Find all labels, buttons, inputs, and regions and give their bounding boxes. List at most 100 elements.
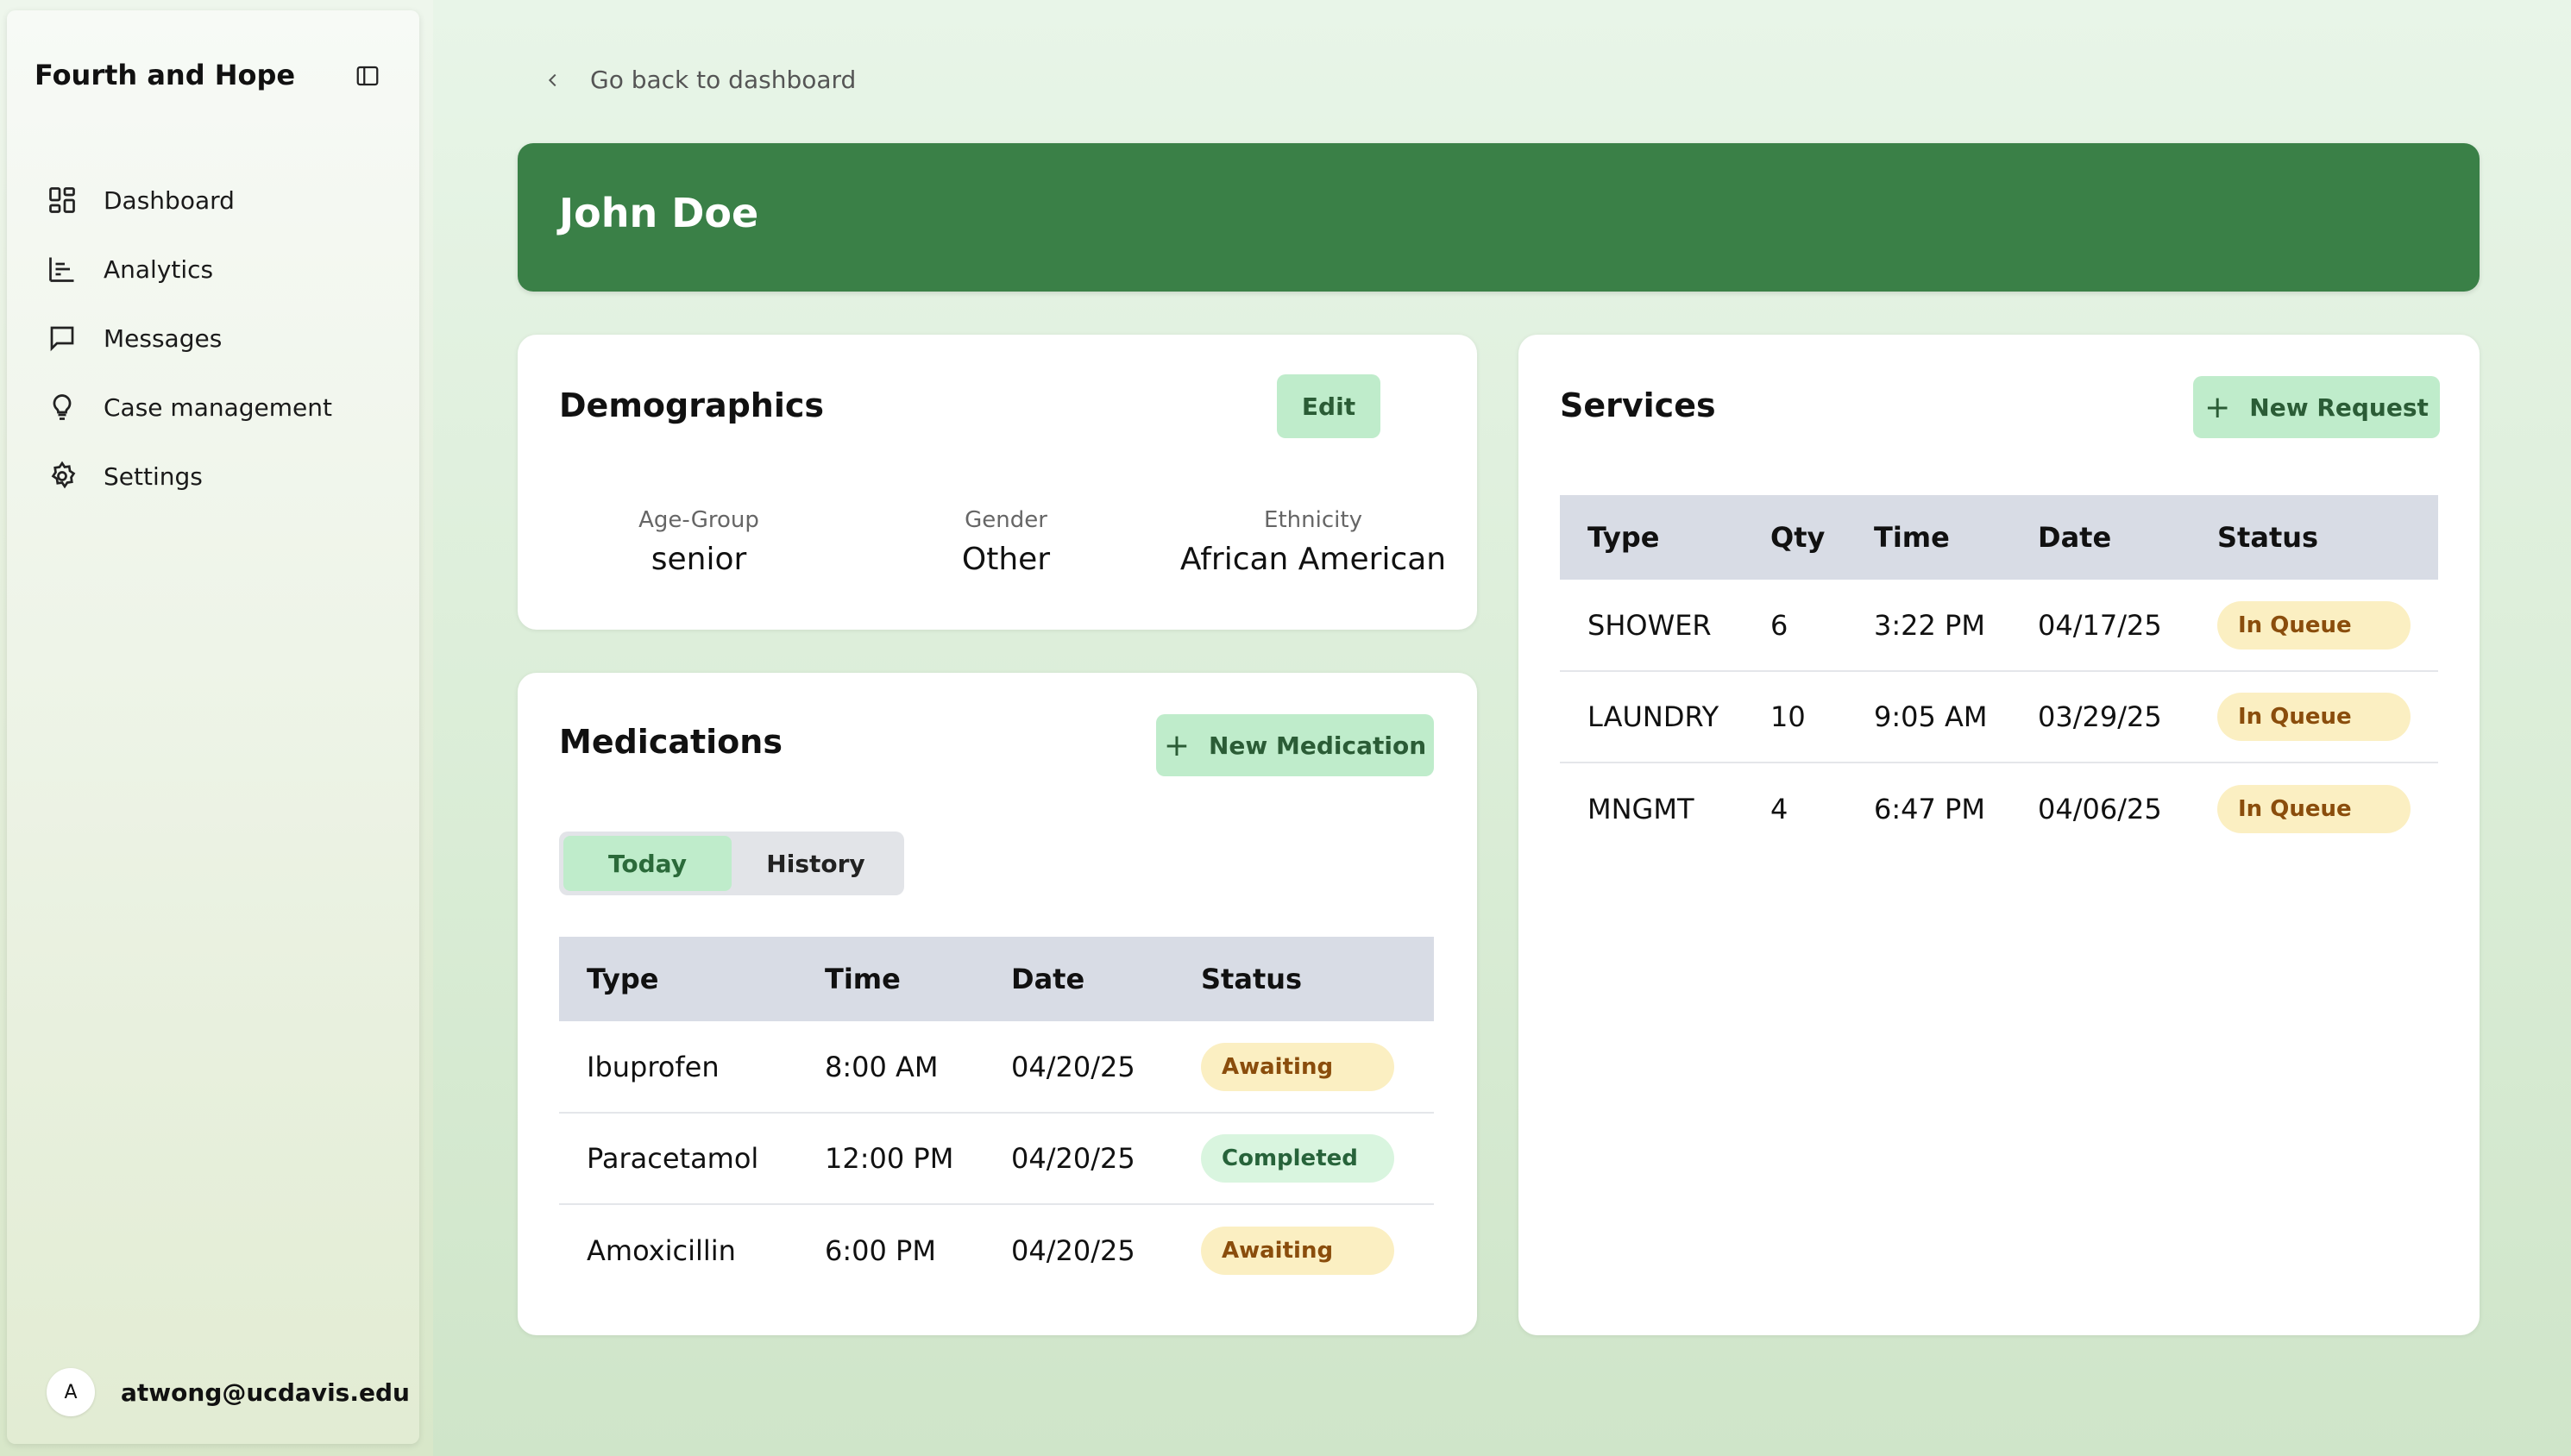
field-value: senior — [651, 542, 747, 577]
status-badge: Completed — [1201, 1134, 1394, 1183]
back-label: Go back to dashboard — [590, 66, 857, 94]
table-row[interactable]: LAUNDRY 10 9:05 AM 03/29/25 In Queue — [1560, 671, 2438, 763]
med-status-cell: Completed — [1173, 1113, 1434, 1205]
med-status-cell: Awaiting — [1173, 1204, 1434, 1296]
service-time: 3:22 PM — [1846, 580, 2010, 672]
field-label: Age-Group — [638, 507, 759, 533]
field-label: Gender — [965, 507, 1047, 533]
plus-icon: + — [1163, 727, 1190, 763]
client-name: John Doe — [559, 190, 759, 236]
sidebar-item-dashboard[interactable]: Dashboard — [45, 166, 407, 235]
lightbulb-icon — [45, 390, 79, 424]
back-to-dashboard-link[interactable]: Go back to dashboard — [540, 66, 856, 94]
services-card: Services + New Request Type Qty Time Dat… — [1518, 335, 2480, 1335]
status-badge: Awaiting — [1201, 1226, 1394, 1275]
message-icon — [45, 321, 79, 355]
med-type: Paracetamol — [559, 1113, 797, 1205]
service-date: 04/17/25 — [2010, 580, 2190, 672]
table-row[interactable]: MNGMT 4 6:47 PM 04/06/25 In Queue — [1560, 763, 2438, 854]
table-row[interactable]: Paracetamol 12:00 PM 04/20/25 Completed — [559, 1113, 1434, 1205]
medications-card: Medications + New Medication Today Histo… — [518, 673, 1477, 1335]
sidebar-toggle-icon[interactable] — [352, 60, 383, 91]
service-time: 6:47 PM — [1874, 792, 1985, 825]
field-value: African American — [1179, 542, 1447, 577]
med-date: 04/20/25 — [984, 1113, 1173, 1205]
new-medication-button[interactable]: + New Medication — [1156, 714, 1434, 776]
med-time: 6:00 PM — [825, 1233, 936, 1267]
medications-title: Medications — [559, 723, 783, 761]
service-status-cell: In Queue — [2190, 580, 2438, 672]
avatar: A — [47, 1368, 95, 1416]
sidebar-item-messages[interactable]: Messages — [45, 304, 407, 373]
status-badge: In Queue — [2217, 693, 2411, 741]
sidebar-item-label: Analytics — [104, 254, 214, 284]
column-header: Type — [559, 937, 797, 1021]
column-header: Status — [1173, 937, 1434, 1021]
new-request-button[interactable]: + New Request — [2193, 376, 2440, 438]
demographic-ethnicity: Ethnicity African American — [1160, 507, 1467, 577]
column-header: Time — [1846, 495, 2010, 580]
chevron-left-icon — [540, 67, 566, 93]
status-badge: In Queue — [2217, 600, 2411, 650]
new-medication-label: New Medication — [1208, 731, 1427, 760]
service-time: 9:05 AM — [1846, 671, 2010, 763]
service-type: LAUNDRY — [1560, 671, 1743, 763]
analytics-icon — [45, 252, 79, 286]
service-qty: 10 — [1743, 671, 1846, 763]
sidebar-item-case-management[interactable]: Case management — [45, 373, 407, 442]
sidebar-item-label: Messages — [104, 323, 223, 353]
service-type: MNGMT — [1587, 792, 1694, 825]
table-header-row: Type Time Date Status — [559, 937, 1434, 1021]
plus-icon: + — [2204, 389, 2231, 425]
column-header: Status — [2190, 495, 2438, 580]
column-header: Time — [797, 937, 984, 1021]
service-qty: 6 — [1743, 580, 1846, 672]
sidebar-item-label: Settings — [104, 461, 203, 491]
status-badge: In Queue — [2217, 784, 2411, 833]
user-email: atwong@ucdavis.edu — [121, 1378, 410, 1407]
sidebar-item-settings[interactable]: Settings — [45, 442, 407, 511]
med-time: 12:00 PM — [797, 1113, 984, 1205]
status-badge: Awaiting — [1201, 1042, 1394, 1091]
table-row[interactable]: Amoxicillin 6:00 PM 04/20/25 Awaiting — [559, 1204, 1434, 1296]
brand-title: Fourth and Hope — [35, 59, 296, 91]
service-type: SHOWER — [1560, 580, 1743, 672]
medication-view-toggle: Today History — [559, 832, 904, 895]
demographics-fields: Age-Group senior Gender Other Ethnicity … — [518, 507, 1477, 577]
sidebar-item-label: Dashboard — [104, 185, 235, 215]
service-qty: 4 — [1770, 792, 1788, 825]
user-account[interactable]: A atwong@ucdavis.edu — [47, 1368, 410, 1416]
med-type: Amoxicillin — [587, 1233, 736, 1267]
sidebar-item-analytics[interactable]: Analytics — [45, 235, 407, 304]
table-header-row: Type Qty Time Date Status — [1560, 495, 2438, 580]
table-row[interactable]: Ibuprofen 8:00 AM 04/20/25 Awaiting — [559, 1021, 1434, 1114]
gear-icon — [45, 459, 79, 493]
new-request-label: New Request — [2249, 392, 2429, 422]
services-table: Type Qty Time Date Status SHOWER 6 3:22 … — [1560, 495, 2438, 854]
field-value: Other — [961, 542, 1051, 577]
sidebar-item-label: Case management — [104, 392, 332, 422]
service-status-cell: In Queue — [2190, 671, 2438, 763]
service-date: 04/06/25 — [2038, 792, 2162, 825]
column-header: Date — [2010, 495, 2190, 580]
sidebar: Fourth and Hope Dashboard Analytics Mess… — [7, 10, 419, 1444]
med-status-cell: Awaiting — [1173, 1021, 1434, 1114]
column-header: Qty — [1743, 495, 1846, 580]
client-header: John Doe — [518, 143, 2480, 292]
column-header: Date — [984, 937, 1173, 1021]
demographic-age-group: Age-Group senior — [545, 507, 852, 577]
field-label: Ethnicity — [1264, 507, 1362, 533]
table-row[interactable]: SHOWER 6 3:22 PM 04/17/25 In Queue — [1560, 580, 2438, 672]
service-date: 03/29/25 — [2010, 671, 2190, 763]
column-header: Type — [1560, 495, 1743, 580]
med-date: 04/20/25 — [984, 1021, 1173, 1114]
med-type: Ibuprofen — [559, 1021, 797, 1114]
sidebar-nav: Dashboard Analytics Messages Case manage… — [45, 166, 407, 511]
dashboard-icon — [45, 183, 79, 217]
tab-history[interactable]: History — [766, 849, 865, 878]
services-title: Services — [1560, 386, 1716, 424]
medications-table: Type Time Date Status Ibuprofen 8:00 AM … — [559, 937, 1434, 1296]
edit-button[interactable]: Edit — [1277, 374, 1380, 438]
demographics-title: Demographics — [559, 386, 825, 424]
tab-today[interactable]: Today — [563, 836, 732, 891]
